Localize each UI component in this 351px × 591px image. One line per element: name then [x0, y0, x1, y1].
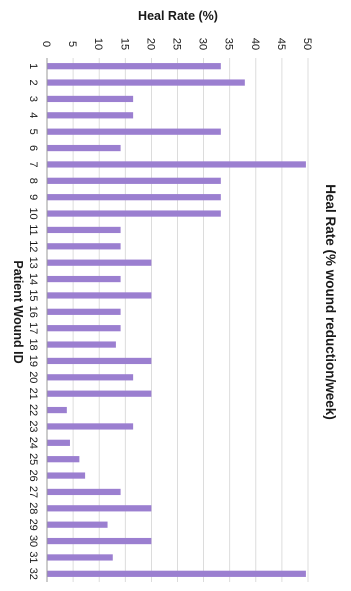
category-label: 2	[27, 80, 39, 86]
bar	[47, 406, 67, 414]
x-axis-title: Heal Rate (%)	[138, 9, 218, 23]
bar	[47, 472, 86, 479]
bar	[47, 488, 121, 496]
bar	[47, 308, 121, 315]
category-label: 4	[27, 112, 39, 118]
category-label: 8	[27, 178, 39, 184]
category-label: 24	[27, 437, 39, 449]
category-label: 32	[27, 568, 39, 580]
bar	[47, 112, 134, 119]
bar	[47, 128, 221, 135]
bar	[47, 226, 121, 234]
bar	[47, 325, 121, 332]
bar	[47, 341, 116, 348]
bar	[47, 243, 121, 250]
bar	[47, 177, 221, 184]
category-label: 16	[27, 306, 39, 318]
category-label: 20	[27, 371, 39, 383]
category-label: 7	[27, 161, 39, 167]
grid-layer	[46, 58, 309, 582]
category-label: 1	[27, 63, 39, 69]
x-tick-label: 30	[197, 38, 209, 50]
category-label: 22	[27, 404, 39, 416]
bar	[47, 95, 134, 103]
chart-title: Heal Rate (% wound reduction/week)	[323, 184, 338, 420]
category-label: 10	[27, 207, 39, 219]
x-tick-label: 15	[118, 38, 130, 50]
category-label: 18	[27, 338, 39, 350]
category-label: 29	[27, 519, 39, 531]
x-tick-label: 10	[92, 38, 104, 50]
category-label: 28	[27, 502, 39, 514]
bar	[47, 275, 121, 283]
category-label: 23	[27, 420, 39, 432]
x-tick-label: 0	[40, 41, 52, 47]
bar	[47, 144, 121, 152]
category-label: 25	[27, 453, 39, 465]
bar	[47, 374, 134, 381]
bar	[47, 210, 221, 217]
category-label: 21	[27, 388, 39, 400]
bar	[47, 292, 152, 299]
category-label: 17	[27, 322, 39, 334]
bar	[47, 521, 108, 528]
bar	[47, 161, 306, 168]
bar	[47, 390, 152, 397]
bar	[47, 194, 221, 201]
bar	[47, 259, 152, 266]
bar	[47, 357, 152, 365]
y-axis-title: Patient Wound ID	[11, 260, 25, 363]
bar	[47, 570, 306, 577]
x-tick-label: 50	[301, 38, 313, 50]
category-label: 19	[27, 355, 39, 367]
bar	[47, 537, 152, 545]
category-label: 26	[27, 469, 39, 481]
x-tick-label: 20	[144, 38, 156, 50]
category-label: 6	[27, 145, 39, 151]
x-tick-label: 35	[223, 38, 235, 50]
bar	[47, 423, 134, 430]
category-label: 3	[27, 96, 39, 102]
category-label: 13	[27, 257, 39, 269]
x-tick-label: 25	[171, 38, 183, 50]
category-label: 15	[27, 289, 39, 301]
category-label: 31	[27, 551, 39, 563]
bar	[47, 554, 113, 561]
category-label: 30	[27, 535, 39, 547]
bar	[47, 505, 152, 512]
bar	[47, 63, 221, 70]
axis-layer: 0 5 10 15 20 25 30 35 40 45 5012345678910111213141…	[27, 38, 313, 582]
category-label: 12	[27, 240, 39, 252]
x-tick-label: 45	[275, 38, 287, 50]
category-label: 14	[27, 273, 39, 285]
bar	[47, 439, 70, 446]
x-tick-label: 40	[249, 38, 261, 50]
bar-layer	[47, 63, 306, 577]
bar	[47, 456, 80, 463]
category-label: 11	[27, 224, 39, 235]
category-label: 9	[27, 194, 39, 200]
category-label: 27	[27, 486, 39, 498]
bar	[47, 79, 245, 86]
category-label: 5	[27, 129, 39, 135]
x-tick-label: 5	[66, 41, 78, 47]
